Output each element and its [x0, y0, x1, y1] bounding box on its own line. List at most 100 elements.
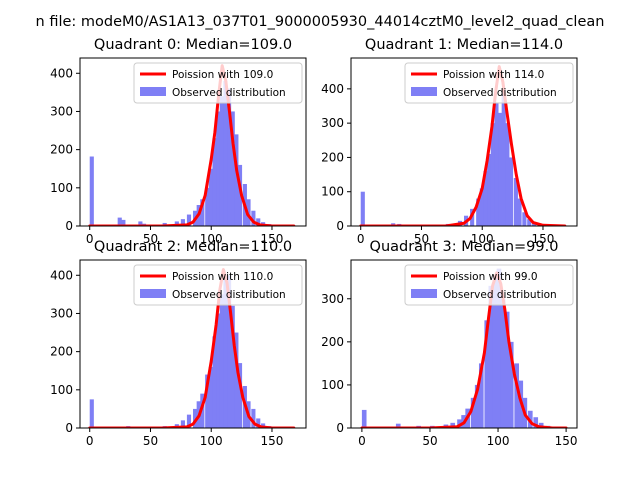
histogram-bar: [186, 414, 192, 428]
plot-area: [359, 65, 567, 226]
histogram-bar: [138, 221, 143, 226]
figure-title: n file: modeM0/AS1A13_037T01_9000005930_…: [35, 14, 605, 30]
histogram-bar: [251, 210, 256, 226]
subplot-quadrant-2: 0 50 100 150 0 100 200 300 400 Poission with 110.…: [50, 239, 307, 448]
histogram-bar: [488, 285, 494, 428]
legend-box: [133, 264, 303, 306]
histogram-bar: [212, 138, 217, 226]
histogram-bar: [395, 423, 401, 428]
axes-frame: [79, 259, 307, 429]
y-tick-label: 0: [65, 219, 73, 233]
histogram-bar: [514, 363, 519, 428]
histogram-bar: [361, 409, 367, 428]
histogram-bar: [223, 80, 228, 226]
subplot-title: Quadrant 1: Median=114.0: [365, 37, 563, 53]
y-tick-label: 100: [50, 181, 73, 195]
legend-label-observed: Observed distribution: [443, 87, 557, 99]
x-tick-label: 100: [471, 232, 494, 246]
legend-label-observed: Observed distribution: [172, 289, 286, 301]
histogram-bar: [227, 88, 232, 226]
x-tick-label: 100: [487, 434, 510, 448]
x-tick-label: 150: [261, 434, 284, 448]
histogram-bar: [256, 218, 261, 226]
histogram-bar: [487, 154, 492, 226]
y-tick-label: 300: [321, 116, 344, 130]
histogram-bar: [508, 157, 514, 226]
legend-bar-swatch: [411, 289, 437, 298]
histogram-bar: [490, 123, 495, 226]
x-tick-label: 50: [414, 232, 429, 246]
histogram-bar: [208, 168, 213, 226]
histogram-bar: [117, 217, 122, 226]
y-tick-label: 400: [321, 82, 344, 96]
histogram-bar: [234, 332, 239, 428]
histogram-bar: [498, 112, 503, 226]
axes-frame: [350, 57, 578, 227]
y-tick-label: 0: [336, 421, 344, 435]
y-tick-label: 400: [50, 66, 73, 80]
y-tick-label: 0: [336, 219, 344, 233]
x-tick-label: 50: [143, 232, 158, 246]
histogram-bar: [256, 418, 261, 428]
histogram-bar: [479, 188, 484, 226]
histogram-bar: [517, 198, 522, 226]
y-tick-label: 400: [50, 268, 73, 282]
x-tick-label: 150: [555, 434, 578, 448]
histogram-bar: [121, 219, 126, 226]
histogram-bar: [237, 363, 243, 428]
subplot-title: Quadrant 0: Median=109.0: [94, 37, 292, 53]
legend-label-observed: Observed distribution: [443, 289, 557, 301]
histogram-bar: [496, 268, 502, 428]
legend-bar-swatch: [140, 87, 166, 96]
histogram-bar: [251, 408, 256, 428]
histogram-bar: [89, 399, 94, 428]
histogram-bar: [200, 393, 205, 428]
x-tick-label: 100: [200, 434, 223, 448]
x-tick-label: 100: [200, 232, 223, 246]
histogram-bar: [360, 191, 365, 226]
histogram-bar: [483, 171, 488, 226]
y-tick-label: 200: [50, 143, 73, 157]
legend-box: [404, 264, 574, 306]
histogram-bar: [450, 422, 456, 428]
y-tick-label: 300: [321, 292, 344, 306]
subplot-quadrant-1: 0 50 100 150 0 100 200 300 400 Poission with 114.…: [321, 37, 578, 246]
histogram-bar: [500, 298, 506, 428]
histogram-bar: [508, 341, 514, 428]
histogram-bar: [476, 198, 481, 226]
y-tick-label: 100: [321, 185, 344, 199]
x-tick-label: 0: [357, 232, 365, 246]
histogram-bar: [478, 363, 484, 428]
histogram-bar: [501, 88, 506, 226]
histogram-bar: [474, 384, 480, 428]
histogram-bar: [205, 187, 210, 226]
histogram-bar: [193, 408, 198, 428]
y-tick-label: 300: [50, 306, 73, 320]
histogram-bar: [538, 422, 544, 428]
y-tick-label: 300: [50, 104, 73, 118]
histogram-bar: [234, 134, 239, 226]
histogram-bar: [219, 294, 224, 428]
x-tick-label: 50: [143, 434, 158, 448]
histogram-bar: [237, 164, 243, 226]
subplot-title: Quadrant 3: Median=99.0: [370, 239, 559, 255]
legend-label-poisson: Poission with 110.0: [172, 271, 273, 283]
subplot-title: Quadrant 2: Median=110.0: [94, 239, 292, 255]
histogram-bar: [230, 305, 235, 428]
axes-frame: [79, 57, 307, 227]
histogram-bar: [223, 279, 228, 428]
y-tick-label: 200: [50, 345, 73, 359]
histogram-bar: [219, 96, 224, 226]
histogram-bar: [205, 374, 210, 428]
legend-label-poisson: Poission with 114.0: [443, 69, 544, 81]
axes-frame: [350, 259, 578, 429]
histogram-bar: [494, 102, 499, 226]
histogram-bar: [522, 212, 527, 226]
x-tick-label: 150: [532, 232, 555, 246]
y-tick-label: 200: [321, 150, 344, 164]
histogram-bar: [216, 111, 221, 226]
legend-bar-swatch: [140, 289, 166, 298]
histogram-bar: [180, 219, 185, 226]
